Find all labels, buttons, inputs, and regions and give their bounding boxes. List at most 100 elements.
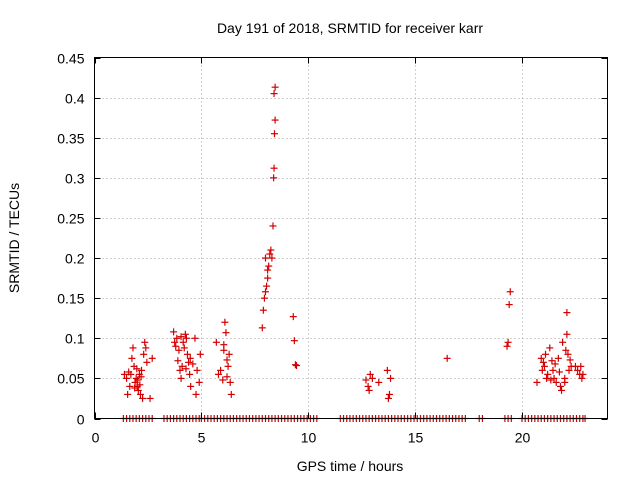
data-point <box>176 366 184 374</box>
data-point <box>289 313 297 321</box>
data-point <box>264 266 272 274</box>
data-point <box>551 360 559 368</box>
data-point <box>133 365 141 373</box>
chart-title: Day 191 of 2018, SRMTID for receiver kar… <box>217 20 483 36</box>
data-point <box>172 342 180 350</box>
data-point <box>137 373 145 381</box>
data-series-srmtid <box>119 83 589 422</box>
data-point <box>577 362 585 370</box>
data-point <box>143 358 151 366</box>
data-point <box>258 324 266 332</box>
data-point <box>175 346 183 354</box>
data-point <box>542 350 550 358</box>
data-point <box>385 390 393 398</box>
data-point <box>260 294 268 302</box>
data-point <box>136 381 144 389</box>
y-tick-label: 0.4 <box>65 91 85 107</box>
y-tick-label: 0.1 <box>65 331 85 347</box>
data-point <box>375 378 383 386</box>
data-point <box>539 358 547 366</box>
data-point <box>170 328 178 336</box>
data-point <box>177 374 185 382</box>
x-tick-label: 20 <box>515 430 531 446</box>
data-point <box>182 365 190 373</box>
data-point <box>217 366 225 374</box>
data-point <box>504 338 512 346</box>
data-point <box>180 344 188 352</box>
data-point <box>178 362 186 370</box>
data-point <box>141 338 149 346</box>
axis-tick-labels: 0 0.05 0.1 0.15 0.2 0.25 0.3 0.35 0.4 0.45 0 5 10 15 2… <box>57 51 530 446</box>
plot-frame <box>94 57 608 419</box>
data-point <box>362 376 370 384</box>
data-point <box>366 370 374 378</box>
data-point <box>187 382 195 390</box>
data-point <box>268 254 276 262</box>
y-tick-label: 0 <box>77 412 85 428</box>
data-point <box>271 116 279 124</box>
data-point <box>127 370 135 378</box>
data-point <box>262 254 269 262</box>
data-point <box>555 368 563 376</box>
data-point <box>266 250 274 258</box>
data-point <box>195 378 203 386</box>
data-point <box>134 386 142 394</box>
data-point <box>138 366 146 374</box>
data-point <box>544 370 552 378</box>
data-point <box>292 362 300 370</box>
data-point <box>270 130 278 138</box>
data-point <box>212 338 220 346</box>
data-point <box>139 394 147 402</box>
x-tick-label: 10 <box>301 430 317 446</box>
data-point <box>148 354 156 362</box>
data-point <box>364 382 372 390</box>
data-point <box>563 330 571 338</box>
data-point <box>223 373 231 381</box>
data-point <box>227 390 235 398</box>
data-point <box>140 350 148 358</box>
data-point <box>533 378 541 386</box>
data-point <box>181 330 189 338</box>
data-point <box>290 337 298 345</box>
data-point <box>270 164 278 172</box>
data-point <box>267 246 275 254</box>
data-point <box>566 356 574 364</box>
data-point <box>263 282 271 290</box>
x-tick-label: 5 <box>198 430 206 446</box>
data-point <box>134 376 142 384</box>
data-point <box>554 354 562 362</box>
data-point <box>128 354 136 362</box>
data-point <box>223 356 231 364</box>
data-point <box>270 90 278 98</box>
data-point <box>546 344 554 352</box>
data-point <box>126 382 134 390</box>
axis-ticks <box>94 57 608 420</box>
data-point <box>186 354 194 362</box>
data-point <box>506 288 514 296</box>
data-point <box>547 376 555 384</box>
data-point <box>548 357 556 365</box>
data-point <box>368 374 376 382</box>
data-point <box>559 338 567 346</box>
grid-lines <box>94 57 608 419</box>
data-point <box>387 374 395 382</box>
y-tick-label: 0.15 <box>57 291 84 307</box>
data-point <box>142 344 150 352</box>
data-point <box>558 386 566 394</box>
data-point <box>561 378 569 386</box>
data-point <box>574 366 582 374</box>
data-point <box>550 374 558 382</box>
data-point <box>221 318 229 326</box>
data-point <box>131 384 139 392</box>
data-point <box>537 354 545 362</box>
data-point <box>564 350 572 358</box>
data-point <box>171 338 179 346</box>
data-point <box>383 366 391 374</box>
data-point <box>182 334 190 342</box>
data-point <box>549 366 557 374</box>
data-point <box>225 350 233 358</box>
y-tick-label: 0.35 <box>57 131 84 147</box>
data-point <box>226 378 234 386</box>
data-point <box>191 334 199 342</box>
